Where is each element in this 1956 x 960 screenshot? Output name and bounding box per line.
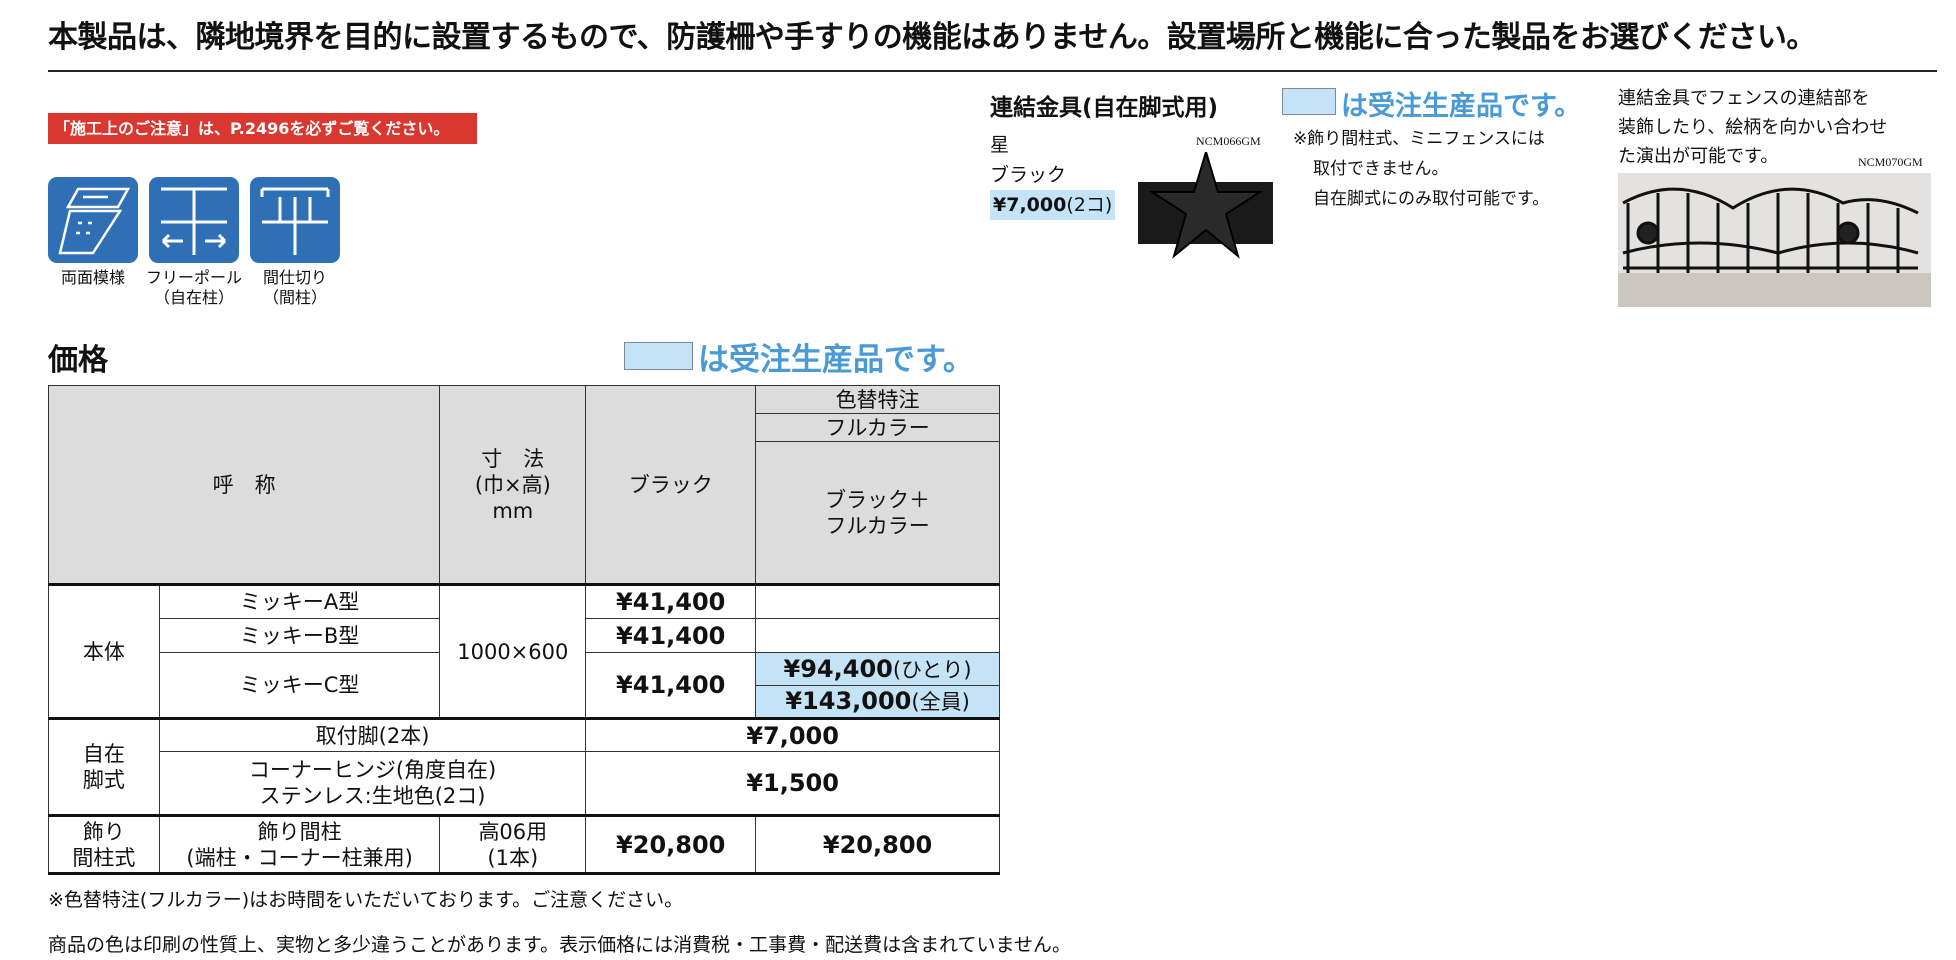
made-to-order-swatch xyxy=(624,342,693,370)
made-to-order-legend: は受注生産品です。 xyxy=(698,342,974,378)
row-name: 取付脚(2本) xyxy=(158,717,587,752)
price: ¥1,500 xyxy=(585,751,1000,816)
header-special: 色替特注 xyxy=(755,385,1000,414)
group-kazari: 飾り 間柱式 xyxy=(48,814,160,874)
header-name: 呼 称 xyxy=(47,385,441,585)
made-to-order-legend: は受注生産品です。 xyxy=(1341,91,1582,122)
row-name: ミッキーA型 xyxy=(158,583,441,619)
price-black: ¥41,400 xyxy=(585,652,757,719)
header-size: 寸 法 (巾×高) mm xyxy=(439,385,587,585)
header-fullcolor: フルカラー xyxy=(755,413,1000,442)
row-name: ミッキーC型 xyxy=(158,652,441,719)
photo-code: NCM070GM xyxy=(1858,155,1923,169)
price-table: 呼 称 寸 法 (巾×高) mm ブラック 色替特注 フルカラー ブラック＋ フルカラ… xyxy=(47,385,1000,875)
connector-title: 連結金具(自在脚式用) xyxy=(990,95,1219,121)
price-black: ¥41,400 xyxy=(585,583,757,619)
product-code: NCM066GM xyxy=(1196,134,1261,148)
star-connector-image xyxy=(1138,148,1278,266)
partition-post-icon xyxy=(250,177,340,263)
fence-photo xyxy=(1618,173,1931,307)
feature-label: 両面模様 xyxy=(60,268,125,287)
page-headline: 本製品は、隣地境界を目的に設置するもので、防護柵や手すりの機能はありません。設置… xyxy=(48,20,1816,55)
row-name: コーナーヒンジ(角度自在) ステンレス:生地色(2コ) xyxy=(158,751,587,816)
header-black-fullcolor: ブラック＋ フルカラー xyxy=(755,441,1000,585)
price-full: ¥20,800 xyxy=(755,814,1000,874)
price-full-single: ¥94,400(ひとり) xyxy=(755,652,1000,686)
size-value: 高06用 (1本) xyxy=(439,814,587,874)
feature-label: フリーポール （自在柱） xyxy=(145,268,242,307)
divider xyxy=(48,70,1937,72)
price-full-empty xyxy=(755,583,1000,619)
note-disclaimer: 商品の色は印刷の性質上、実物と多少違うことがあります。表示価格には消費税・工事費… xyxy=(48,934,1071,956)
price-full-all: ¥143,000(全員) xyxy=(755,685,1000,719)
price-title: 価格 xyxy=(48,343,108,378)
caution-banner: 「施工上のご注意」は、P.2496を必ずご覧ください。 xyxy=(48,113,477,144)
row-name: ミッキーB型 xyxy=(158,618,441,653)
connector-note: ※飾り間柱式、ミニフェンスには 取付できません。 自在脚式にのみ取付可能です。 xyxy=(1293,129,1550,209)
made-to-order-swatch xyxy=(1282,88,1336,115)
header-black: ブラック xyxy=(585,385,757,585)
note-special-order: ※色替特注(フルカラー)はお時間をいただいております。ご注意ください。 xyxy=(48,889,684,911)
connector-info: 星 ブラック ¥7,000(2コ) xyxy=(990,130,1116,220)
price-black: ¥20,800 xyxy=(585,814,757,874)
feature-label: 間仕切り （間柱） xyxy=(262,268,327,307)
double-sided-pattern-icon xyxy=(48,177,138,263)
price: ¥7,000 xyxy=(585,717,1000,752)
group-body: 本体 xyxy=(48,583,160,719)
price-black: ¥41,400 xyxy=(585,618,757,653)
price-full-empty xyxy=(755,618,1000,653)
size-value: 1000×600 xyxy=(439,583,587,719)
free-pole-icon xyxy=(149,177,239,263)
connector-description: 連結金具でフェンスの連結部を 装飾したり、絵柄を向かい合わせ た演出が可能です。 xyxy=(1618,88,1888,167)
row-name: 飾り間柱 (端柱・コーナー柱兼用) xyxy=(158,814,441,874)
group-jizai: 自在 脚式 xyxy=(48,717,160,816)
